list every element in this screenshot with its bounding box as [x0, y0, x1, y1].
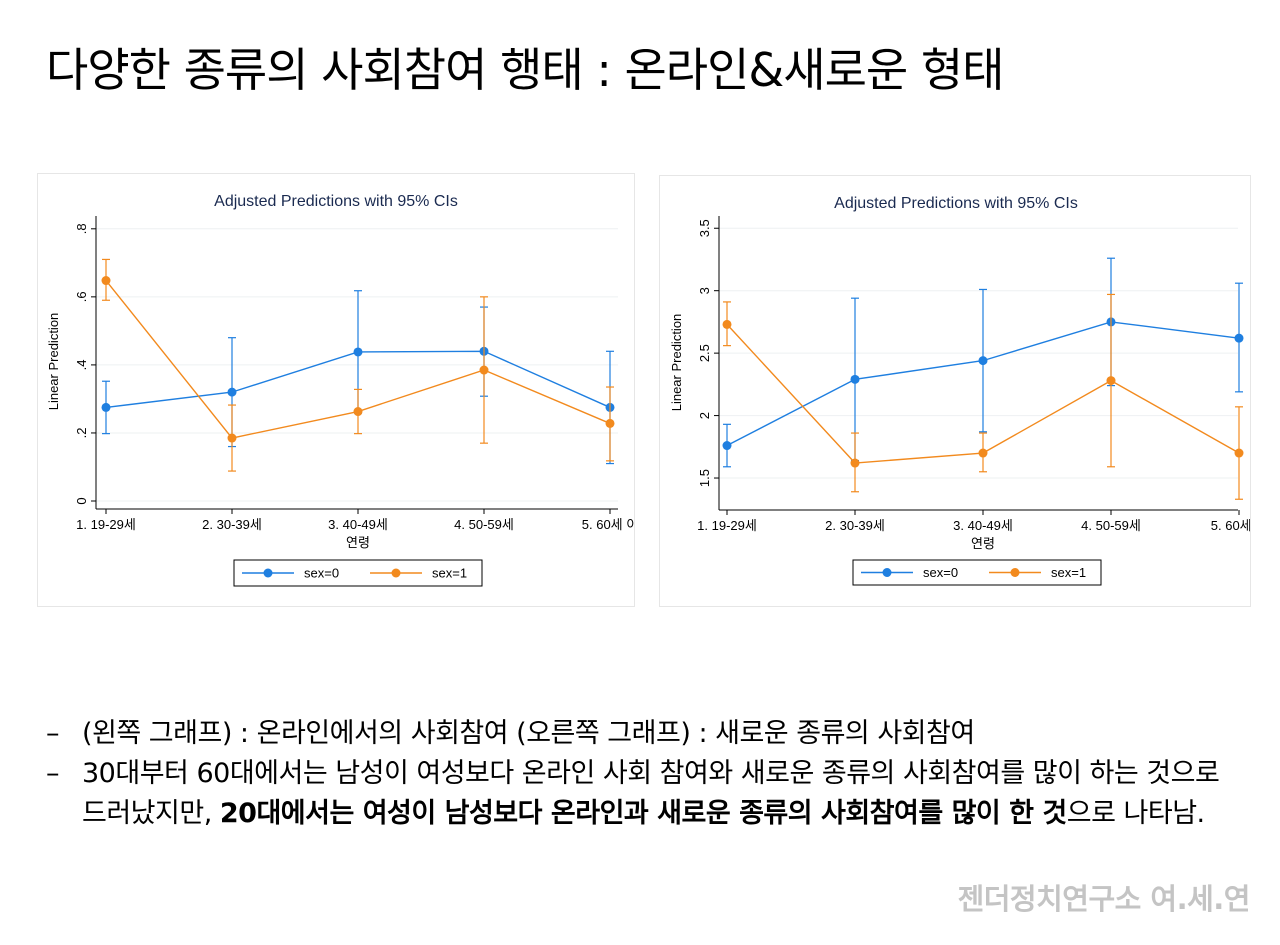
chart-svg-left: Adjusted Predictions with 95% CIs 0 .2 .4 .6… [46, 193, 634, 587]
note-bullet-1: – (왼쪽 그래프) : 온라인에서의 사회참여 (오른쪽 그래프) : 새로운… [46, 714, 1246, 754]
note-text-2a: 30대부터 60대에서는 남성이 여성보다 온라인 사회 참여와 새로운 종류의… [82, 758, 1220, 829]
data-point [978, 448, 988, 458]
x-axis-label: 연령 [971, 536, 995, 551]
data-point [722, 441, 732, 451]
y-tick-label: 3.5 [697, 219, 712, 237]
chart-title: Adjusted Predictions with 95% CIs [214, 193, 458, 210]
data-point [101, 402, 111, 412]
data-point [1106, 376, 1116, 386]
y-tick-label: .4 [74, 359, 89, 370]
data-point [1234, 448, 1244, 458]
data-point [227, 387, 237, 397]
data-point [353, 407, 363, 417]
y-tick-label: .6 [74, 291, 89, 302]
data-point [722, 319, 732, 329]
note-text-2-bold: 20대에서는 여성이 남성보다 온라인과 새로운 종류의 사회참여를 많이 한 … [219, 798, 1067, 829]
y-tick-label: 2.5 [697, 344, 712, 362]
series-sex-0 [101, 290, 615, 465]
data-point [605, 418, 615, 428]
legend-marker [391, 568, 401, 578]
x-tick-label: 2. 30-39세 [825, 518, 885, 533]
x-tick-label: 2. 30-39세 [202, 517, 262, 532]
y-tick-label: .2 [74, 428, 89, 439]
x-tick-label: 3. 40-49세 [328, 517, 388, 532]
data-point [227, 433, 237, 443]
x-tick-label: 4. 50-59세 [1081, 518, 1141, 533]
legend-marker [1010, 568, 1020, 577]
legend-label: sex=1 [432, 566, 467, 581]
legend-marker [882, 568, 892, 577]
data-point [101, 276, 111, 286]
x-tick-label: 1. 19-29세 [76, 517, 136, 532]
footer-credit: 젠더정치연구소 여.세.연 [957, 882, 1251, 916]
x-tick-label: 1. 19-29세 [697, 518, 757, 533]
x-tick-label: 4. 50-59세 [454, 517, 514, 532]
legend-label: sex=0 [923, 565, 958, 580]
chart-title: Adjusted Predictions with 95% CIs [834, 195, 1078, 212]
bullet-dash: – [46, 718, 60, 749]
x-tick-label: 3. 40-49세 [953, 518, 1013, 533]
data-point [850, 374, 860, 384]
legend-label: sex=1 [1051, 565, 1086, 580]
data-point [850, 458, 860, 468]
note-bullet-2: – 30대부터 60대에서는 남성이 여성보다 온라인 사회 참여와 새로운 종… [46, 754, 1246, 834]
data-point [479, 365, 489, 375]
series-sex-1 [101, 258, 615, 472]
series-sex-1 [722, 293, 1244, 500]
y-tick-label: 2 [697, 412, 712, 419]
data-point [1234, 333, 1244, 343]
data-point [978, 356, 988, 366]
chart-svg-right: Adjusted Predictions with 95% CIs 1.5 2 2.5… [669, 195, 1250, 586]
legend-marker [263, 568, 273, 578]
online-participation-chart: Adjusted Predictions with 95% CIs 0 .2 .4 .6… [37, 173, 635, 607]
slide-title: 다양한 종류의 사회참여 행태 : 온라인&새로운 형태 [46, 43, 1005, 97]
legend-label: sex=0 [304, 566, 339, 581]
x-tick-label: 5. 60세 이 [582, 517, 634, 532]
data-point [353, 347, 363, 357]
new-participation-chart: Adjusted Predictions with 95% CIs 1.5 2 2.5… [659, 175, 1251, 607]
y-tick-label: 3 [697, 287, 712, 294]
y-axis-label: Linear Prediction [46, 313, 61, 411]
note-text-2b: 으로 나타남. [1066, 798, 1205, 829]
bullet-dash: – [46, 758, 60, 789]
y-tick-label: 1.5 [697, 469, 712, 487]
note-text-1: (왼쪽 그래프) : 온라인에서의 사회참여 (오른쪽 그래프) : 새로운 종… [82, 718, 975, 749]
y-axis-label: Linear Prediction [669, 314, 684, 412]
x-axis-label: 연령 [346, 535, 370, 550]
x-tick-label: 5. 60세 이 [1211, 518, 1250, 533]
y-tick-label: 0 [74, 497, 89, 504]
y-tick-label: .8 [74, 223, 89, 234]
slide-notes: – (왼쪽 그래프) : 온라인에서의 사회참여 (오른쪽 그래프) : 새로운… [46, 714, 1246, 834]
